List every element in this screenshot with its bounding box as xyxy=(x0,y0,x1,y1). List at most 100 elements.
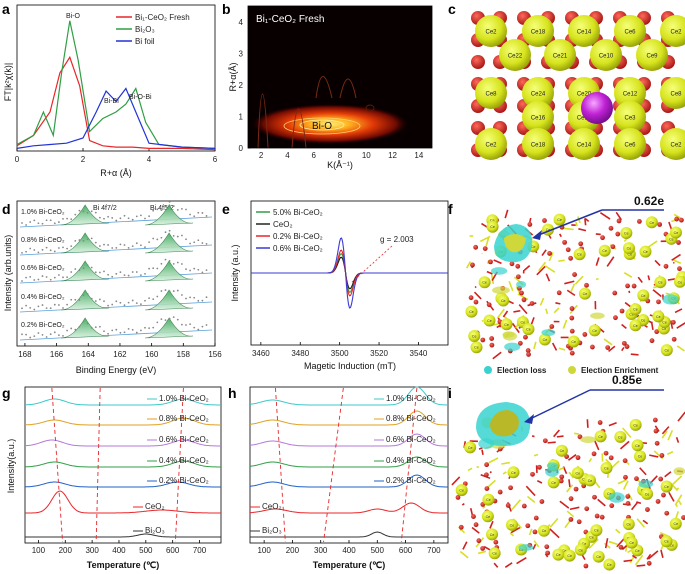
oxygen-atom xyxy=(612,290,618,296)
g-value-arrow xyxy=(351,245,393,283)
cerium-atom-label: Ce xyxy=(486,515,491,519)
xps-data-point xyxy=(181,208,183,210)
bond xyxy=(533,341,537,350)
oxygen-atom xyxy=(558,478,564,484)
bond xyxy=(675,494,683,505)
xps-data-point xyxy=(197,299,200,302)
bond xyxy=(647,550,659,560)
cerium-atom-label: Ce3 xyxy=(624,116,636,122)
xps-data-point xyxy=(185,208,187,211)
annotation-bi-o: Bi-O xyxy=(66,13,81,20)
y-tick-label-b: 4 xyxy=(239,18,244,27)
bond xyxy=(649,454,659,458)
cerium-atom-label: Ce12 xyxy=(623,92,638,98)
x-tick-label-a: 2 xyxy=(81,155,86,164)
oxygen-atom xyxy=(489,342,495,348)
oxygen-atom xyxy=(583,563,589,569)
charge-density-blob xyxy=(502,331,518,341)
x-tick-label-e: 3500 xyxy=(331,349,349,358)
cerium-atom-label: Ce2 xyxy=(670,30,682,36)
cerium-atom xyxy=(552,548,565,561)
xps-data-point xyxy=(140,244,142,247)
cerium-atom xyxy=(660,15,685,47)
slab-structure-i: CeCeCeCeCeCeCeCeCeCeCeCeCeCeCeCeCeCeCeCe… xyxy=(451,411,685,571)
tpr-line xyxy=(249,410,448,426)
oxygen-atom xyxy=(473,522,479,528)
xps-data-point xyxy=(62,217,64,220)
heatmap-contour-core xyxy=(299,119,345,131)
bond xyxy=(616,538,625,548)
cerium-atom xyxy=(652,310,665,323)
x-tick-label-b: 10 xyxy=(362,151,371,160)
cerium-atom xyxy=(475,15,507,47)
xps-data-point xyxy=(111,303,114,306)
x-label-g: Temperature (℃) xyxy=(87,560,159,570)
oxygen-atom xyxy=(615,231,621,237)
bond xyxy=(631,554,638,559)
xps-peak xyxy=(145,317,194,339)
bond xyxy=(622,480,629,490)
cerium-atom-label: Ce xyxy=(546,228,551,232)
cerium-atom xyxy=(636,39,668,71)
heatmap-ridge-2 xyxy=(291,108,307,149)
bond xyxy=(621,346,625,352)
cerium-atom-label: Ce xyxy=(633,423,638,427)
bond xyxy=(477,550,487,555)
bi-atom xyxy=(581,92,613,124)
xps-data-point xyxy=(33,335,36,338)
xps-data-point xyxy=(78,209,81,212)
bond xyxy=(627,492,633,501)
xps-sample-label: 0.4% Bi-CeO₂ xyxy=(21,294,65,301)
bond xyxy=(623,272,633,278)
cerium-atom xyxy=(614,77,646,109)
bond xyxy=(676,345,685,352)
bond xyxy=(528,528,533,536)
cerium-atom-label: Ce10 xyxy=(599,54,614,60)
xps-data-point xyxy=(70,271,73,273)
bond xyxy=(594,440,600,451)
cerium-atom xyxy=(483,314,496,327)
cerium-atom xyxy=(578,287,591,300)
cerium-atom xyxy=(622,518,635,531)
bond xyxy=(660,549,664,559)
xps-data-point xyxy=(37,222,40,225)
bond xyxy=(671,253,681,261)
bond xyxy=(465,261,472,269)
oxygen-atom xyxy=(663,263,669,269)
xps-data-point xyxy=(90,297,93,300)
tpr-line xyxy=(25,533,221,538)
xps-data-point xyxy=(74,268,77,270)
oxygen-atom xyxy=(533,515,539,521)
xps-data-point xyxy=(127,301,130,304)
xps-data-point xyxy=(90,326,93,329)
cerium-atom xyxy=(486,528,499,541)
cerium-atom-label: Ce xyxy=(635,549,640,553)
legend-f: Election loss Election Enrichment xyxy=(484,366,659,375)
tpr-line xyxy=(24,398,221,406)
bond xyxy=(489,520,494,529)
cerium-atom xyxy=(598,244,611,257)
cerium-atom-label: Ce xyxy=(602,249,607,253)
xps-data-point xyxy=(201,271,204,274)
cerium-atom-label: Ce xyxy=(490,225,495,229)
xps-data-point xyxy=(21,222,23,224)
xps-data-point xyxy=(90,266,93,269)
x-tick-label-a: 4 xyxy=(147,155,152,164)
bond xyxy=(555,302,561,305)
cerium-atom-label: Ce6 xyxy=(624,143,636,149)
panel-letter-d: d xyxy=(2,201,11,217)
xps-data-point xyxy=(115,272,118,275)
bond xyxy=(636,518,645,528)
cerium-atom-label: Ce15 xyxy=(577,116,592,122)
cerium-atom xyxy=(507,466,520,479)
x-tick-label-d: 166 xyxy=(50,350,64,359)
xps-data-point xyxy=(156,321,159,324)
xps-data-point xyxy=(176,235,179,238)
cerium-atom xyxy=(669,226,682,239)
bond xyxy=(647,275,651,281)
charge-density-blob xyxy=(580,436,597,443)
oxygen-atom xyxy=(677,266,682,272)
oxygen-atom xyxy=(616,218,622,224)
series-lines-a xyxy=(16,20,216,151)
x-tick-label: 700 xyxy=(427,546,441,555)
